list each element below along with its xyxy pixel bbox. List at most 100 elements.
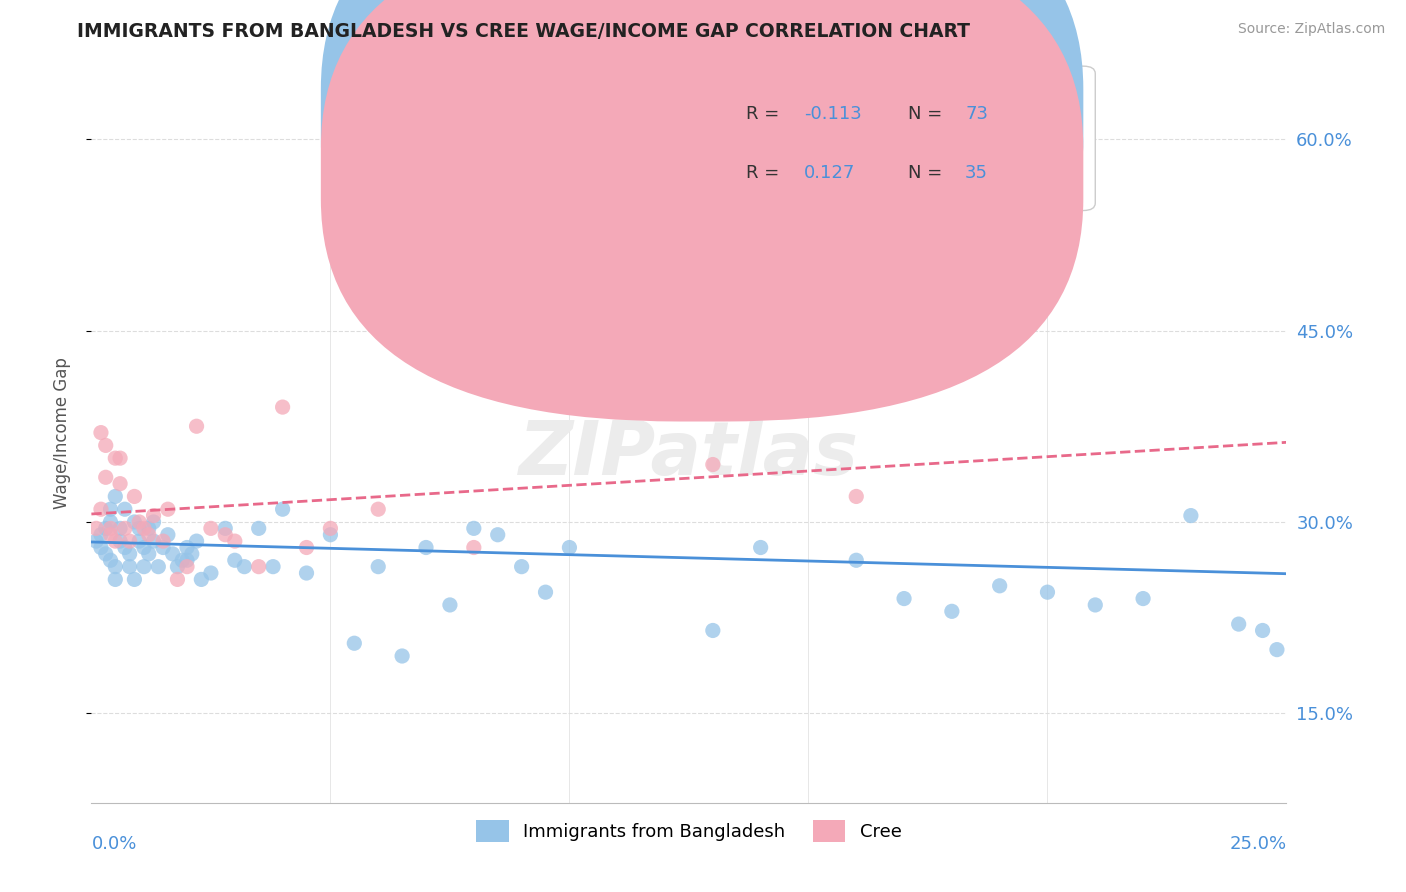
Point [186,419,208,434]
Point [797,272,820,286]
Point [138,527,160,541]
Point [104,534,127,549]
Text: IMMIGRANTS FROM BANGLADESH VS CREE WAGE/INCOME GAP CORRELATION CHART: IMMIGRANTS FROM BANGLADESH VS CREE WAGE/… [77,22,970,41]
Point [156,502,179,516]
Point [247,521,270,535]
Point [104,573,127,587]
Point [90,502,112,516]
Text: N =: N = [908,105,948,123]
Point [152,534,174,549]
Text: N =: N = [908,164,948,183]
Point [104,490,127,504]
Point [132,521,155,535]
Point [124,490,146,504]
FancyBboxPatch shape [321,0,1084,422]
Point [94,521,117,535]
Point [1265,642,1288,657]
Point [124,515,146,529]
Point [510,559,533,574]
Text: 35: 35 [965,164,988,183]
Point [94,470,117,484]
Point [1084,598,1107,612]
Point [845,490,868,504]
Point [104,559,127,574]
Point [439,598,461,612]
Point [558,343,581,357]
Point [114,521,136,535]
Point [118,547,141,561]
Point [180,547,202,561]
Point [295,541,318,555]
Point [391,648,413,663]
FancyBboxPatch shape [641,66,1095,211]
Point [1036,585,1059,599]
FancyBboxPatch shape [321,0,1084,362]
Point [271,502,294,516]
Point [262,559,284,574]
Point [534,585,557,599]
Point [104,451,127,466]
Point [108,451,131,466]
Point [224,553,246,567]
Point [114,502,136,516]
Point [1227,617,1250,632]
Point [172,553,194,567]
Point [108,521,131,535]
Point [100,553,122,567]
Point [224,534,246,549]
Text: -0.113: -0.113 [804,105,862,123]
Legend: Immigrants from Bangladesh, Cree: Immigrants from Bangladesh, Cree [470,813,908,849]
Y-axis label: Wage/Income Gap: Wage/Income Gap [52,357,70,508]
Point [558,541,581,555]
Point [176,559,198,574]
Point [214,527,236,541]
Point [84,521,107,535]
Text: R =: R = [747,164,786,183]
Point [138,547,160,561]
Point [463,541,485,555]
Point [176,553,198,567]
Point [118,534,141,549]
Text: R =: R = [747,105,786,123]
Point [319,521,342,535]
Point [233,559,256,574]
Text: 25.0%: 25.0% [1229,835,1286,853]
Point [142,515,165,529]
Point [749,541,772,555]
Point [1251,624,1274,638]
Point [295,566,318,580]
Point [200,566,222,580]
Point [142,534,165,549]
Point [176,541,198,555]
Point [319,527,342,541]
Point [84,534,107,549]
Point [90,425,112,440]
Point [845,553,868,567]
Point [186,534,208,549]
Point [100,527,122,541]
Point [214,521,236,535]
Point [94,438,117,452]
Point [367,502,389,516]
Text: Source: ZipAtlas.com: Source: ZipAtlas.com [1237,22,1385,37]
Point [702,624,724,638]
Point [100,521,122,535]
Point [94,547,117,561]
Point [142,508,165,523]
Point [200,521,222,535]
Point [166,573,188,587]
Point [1132,591,1154,606]
Point [148,559,170,574]
Point [893,591,915,606]
Point [1180,508,1202,523]
Point [128,515,150,529]
Point [138,521,160,535]
Point [108,534,131,549]
Point [190,573,212,587]
Point [988,579,1011,593]
Point [90,541,112,555]
Point [156,527,179,541]
Point [415,541,437,555]
Point [162,547,184,561]
Point [941,604,963,618]
